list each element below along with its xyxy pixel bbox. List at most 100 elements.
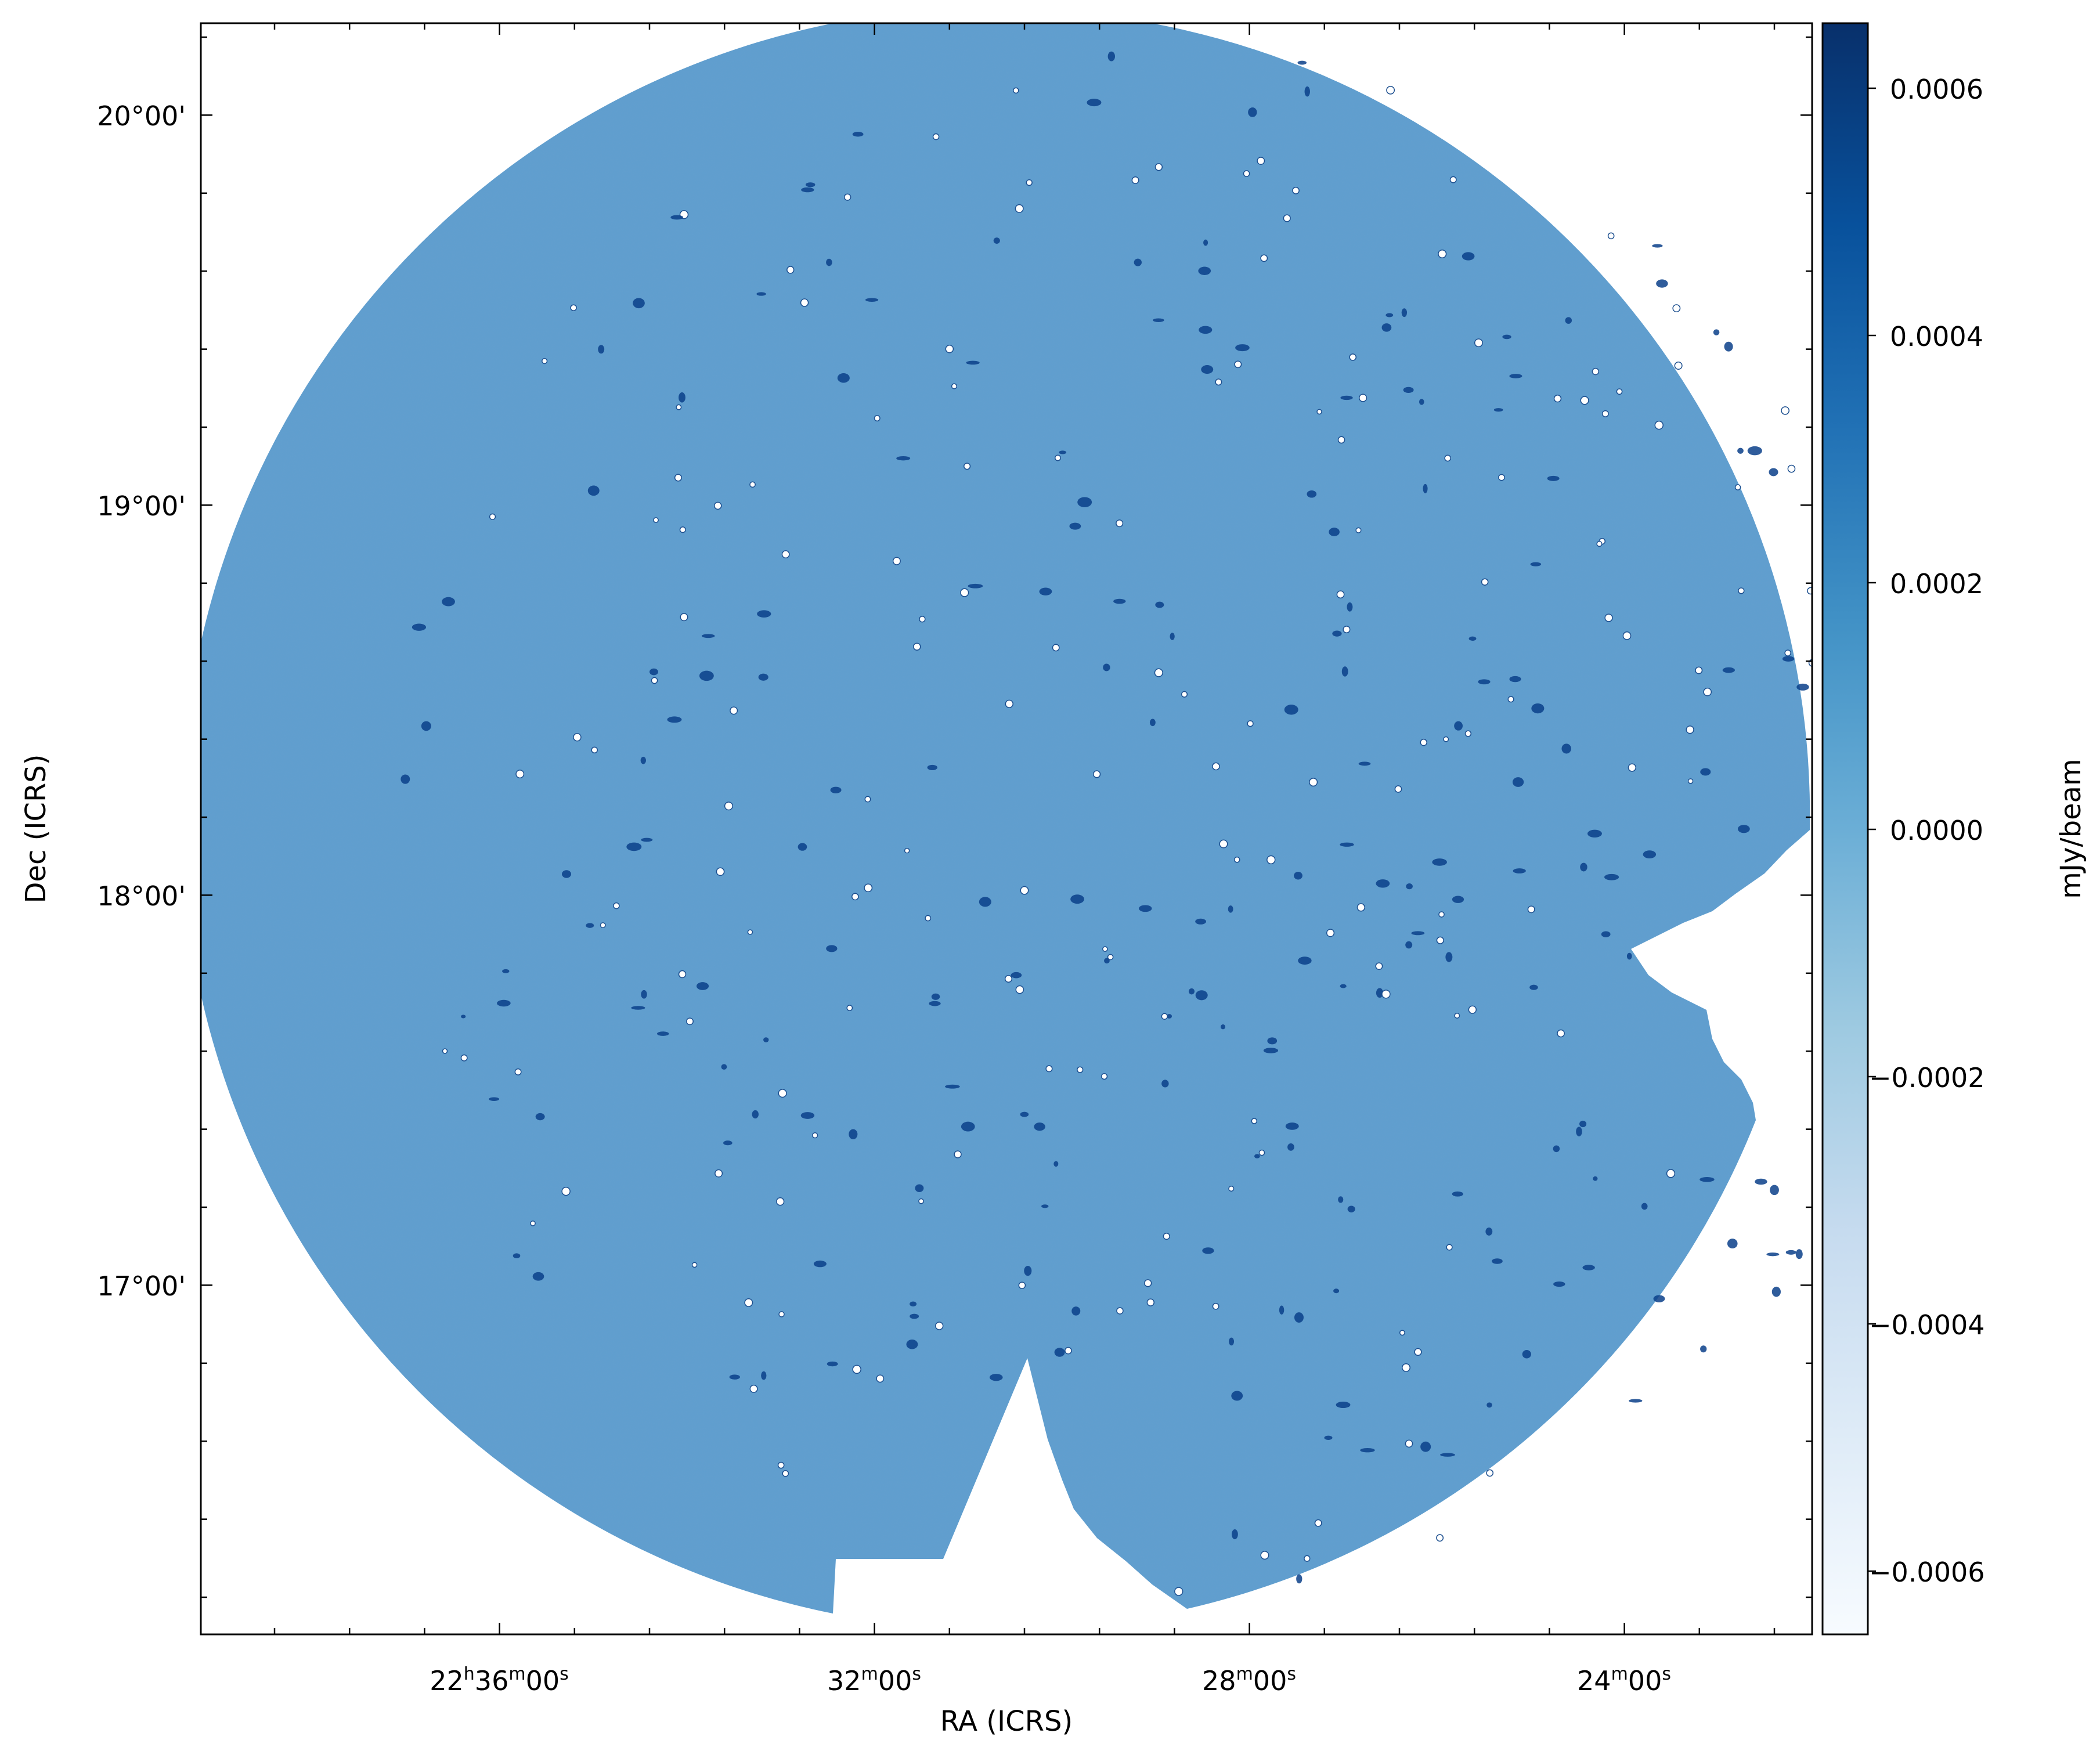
bright-source [951, 383, 958, 389]
radio-source [586, 923, 594, 928]
bright-source [686, 1017, 694, 1026]
radio-source [1509, 676, 1521, 683]
radio-source [1358, 761, 1371, 766]
radio-source [1771, 1286, 1781, 1297]
bright-source [1131, 176, 1139, 185]
radio-source [1347, 602, 1353, 612]
bright-source [1005, 699, 1013, 708]
bright-source [1020, 886, 1029, 895]
radio-source [915, 1184, 924, 1192]
bright-source [1146, 1298, 1154, 1306]
radio-source [1411, 931, 1425, 936]
radio-source [1724, 341, 1733, 352]
radio-source [1406, 883, 1413, 890]
bright-source [1787, 464, 1796, 473]
radio-source [400, 774, 410, 784]
bright-source [851, 893, 859, 901]
radio-source [979, 897, 991, 907]
radio-source [1188, 988, 1195, 995]
radio-source [461, 1015, 466, 1019]
bright-source [1257, 157, 1265, 165]
bright-source [600, 922, 606, 929]
radio-source [489, 1097, 499, 1101]
colorbar-tick-label-4: −0.0002 [1869, 1062, 1985, 1093]
bright-source [1498, 474, 1505, 481]
radio-source [1087, 99, 1102, 107]
radio-source [421, 721, 431, 731]
radio-source [561, 870, 572, 878]
bright-source [1687, 778, 1694, 784]
radio-source [1077, 497, 1092, 508]
radio-source [1332, 630, 1342, 637]
radio-source [679, 392, 685, 403]
colorbar-gradient [1823, 23, 1868, 1634]
radio-source [1423, 483, 1428, 493]
radio-source [1530, 562, 1542, 566]
bright-source [1414, 1348, 1422, 1356]
radio-source [1796, 683, 1809, 691]
bright-source [1326, 929, 1335, 937]
colorbar: 0.0006 0.0004 0.0002 0.0000 −0.0002 −0.0… [1821, 22, 2087, 1636]
bright-source [1807, 587, 1812, 595]
bright-source [1527, 905, 1535, 914]
radio-source [1580, 862, 1587, 872]
radio-source [1338, 1196, 1344, 1203]
radio-source [1024, 1265, 1032, 1276]
bright-source [1386, 85, 1395, 95]
bright-source [724, 802, 733, 811]
radio-source [1161, 1080, 1169, 1088]
radio-source [1203, 239, 1208, 246]
radio-source [1201, 365, 1214, 374]
radio-source [761, 1371, 767, 1380]
radio-source [1713, 329, 1720, 335]
radio-source [1107, 51, 1116, 62]
radio-source [758, 673, 768, 681]
bright-source [1557, 1029, 1565, 1038]
radio-source [1492, 1258, 1503, 1264]
bright-source [691, 1262, 698, 1268]
bright-source [1781, 406, 1789, 415]
radio-source [1296, 1574, 1302, 1584]
bright-source [1215, 378, 1222, 386]
bright-source [1100, 1073, 1108, 1080]
bright-source [1438, 249, 1447, 259]
bright-source [776, 1197, 785, 1206]
bright-source [1337, 436, 1345, 444]
radio-source [961, 1121, 975, 1132]
bright-source [1734, 484, 1741, 490]
radio-source [1401, 308, 1408, 317]
bright-source [934, 1322, 944, 1330]
bright-source [777, 1461, 785, 1469]
radio-source [1626, 952, 1632, 960]
radio-source [699, 670, 714, 681]
colorbar-tick-label-2: 0.0002 [1890, 568, 1983, 600]
radio-source [852, 131, 864, 137]
radio-source [1235, 344, 1250, 352]
bright-source [1420, 738, 1427, 746]
radio-source [1103, 663, 1110, 672]
bright-source [573, 732, 582, 742]
bright-source [800, 298, 809, 307]
bright-source [1026, 179, 1033, 186]
bright-source [1292, 186, 1300, 194]
bright-source [1436, 1534, 1444, 1542]
bright-source [715, 1169, 723, 1178]
radio-source [1324, 1435, 1333, 1441]
radio-source [800, 1112, 815, 1119]
bright-source [864, 796, 871, 803]
radio-source [696, 982, 709, 990]
radio-source [1738, 825, 1750, 833]
bright-source [1402, 1363, 1410, 1372]
bright-source [1674, 361, 1683, 370]
radio-source [1220, 1024, 1226, 1030]
radio-source [993, 237, 1000, 244]
bright-source [919, 616, 926, 623]
colorbar-ticks [1868, 87, 1876, 1572]
radio-source [1641, 1203, 1648, 1210]
radio-source [1229, 1337, 1235, 1346]
radio-source [701, 634, 715, 638]
radio-source [1643, 850, 1657, 859]
radio-source [1420, 1441, 1431, 1452]
bright-source [1359, 394, 1367, 402]
bright-source [1102, 946, 1108, 952]
